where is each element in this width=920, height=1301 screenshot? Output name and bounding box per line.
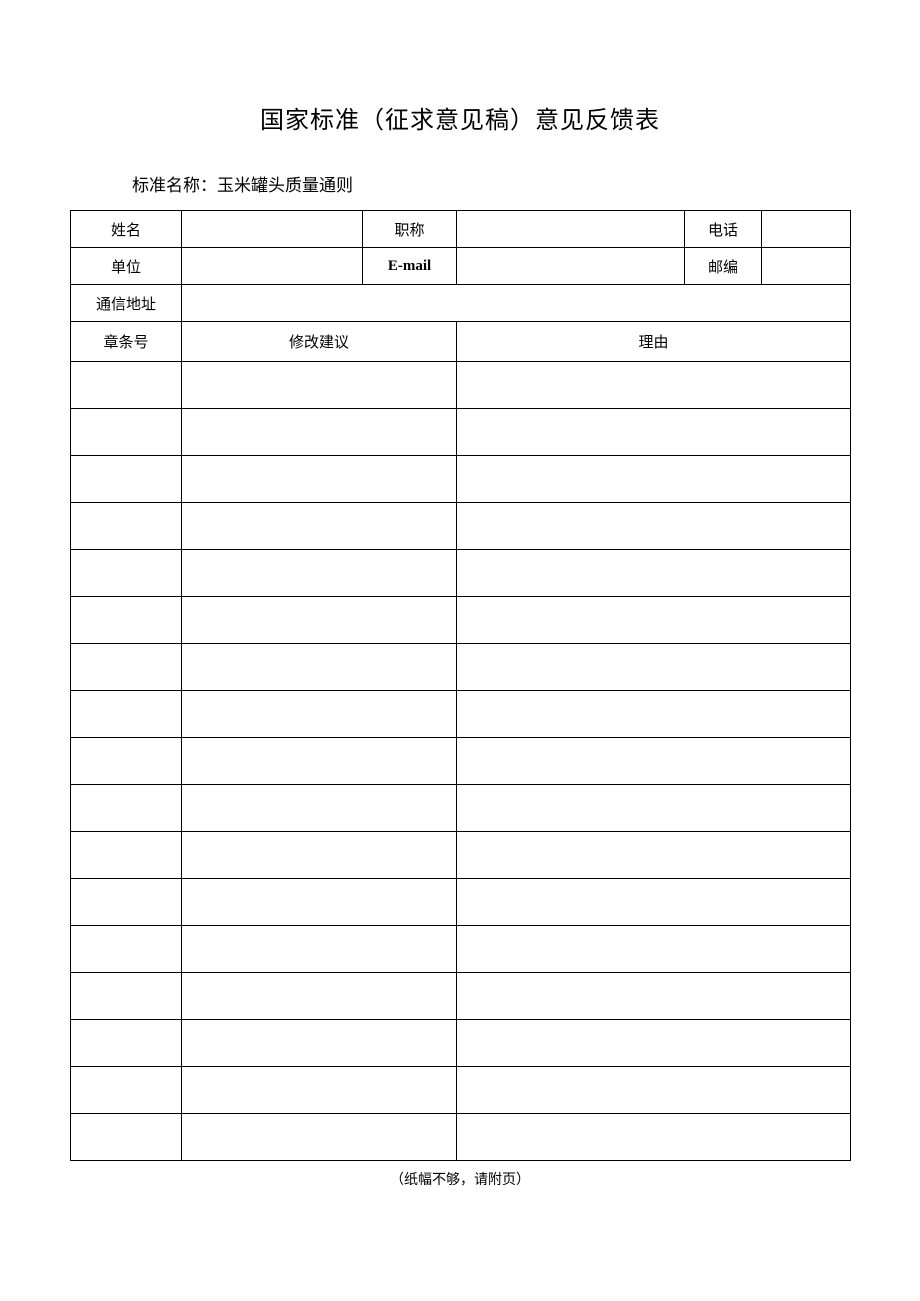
value-unit[interactable]: [182, 248, 363, 285]
table-row: [71, 1020, 851, 1067]
cell-suggestion[interactable]: [182, 1067, 457, 1114]
cell-suggestion[interactable]: [182, 362, 457, 409]
cell-reason[interactable]: [457, 503, 851, 550]
cell-suggestion[interactable]: [182, 1114, 457, 1161]
cell-reason[interactable]: [457, 1067, 851, 1114]
table-row: [71, 785, 851, 832]
cell-suggestion[interactable]: [182, 785, 457, 832]
table-row: [71, 691, 851, 738]
cell-reason[interactable]: [457, 1020, 851, 1067]
table-row: [71, 1067, 851, 1114]
col-header-suggestion: 修改建议: [182, 322, 457, 362]
cell-clause-no[interactable]: [71, 832, 182, 879]
table-row: [71, 926, 851, 973]
feedback-header-row: 章条号 修改建议 理由: [71, 322, 851, 362]
cell-clause-no[interactable]: [71, 362, 182, 409]
label-phone: 电话: [685, 211, 762, 248]
info-row-2: 单位 E-mail 邮编: [71, 248, 851, 285]
footer-note: （纸幅不够，请附页）: [70, 1169, 850, 1189]
cell-suggestion[interactable]: [182, 738, 457, 785]
table-row: [71, 362, 851, 409]
value-name[interactable]: [182, 211, 363, 248]
table-row: [71, 456, 851, 503]
cell-clause-no[interactable]: [71, 1020, 182, 1067]
label-postcode: 邮编: [685, 248, 762, 285]
cell-reason[interactable]: [457, 1114, 851, 1161]
cell-clause-no[interactable]: [71, 785, 182, 832]
cell-clause-no[interactable]: [71, 456, 182, 503]
cell-reason[interactable]: [457, 691, 851, 738]
table-row: [71, 550, 851, 597]
table-row: [71, 409, 851, 456]
cell-clause-no[interactable]: [71, 409, 182, 456]
cell-reason[interactable]: [457, 973, 851, 1020]
cell-clause-no[interactable]: [71, 738, 182, 785]
cell-clause-no[interactable]: [71, 879, 182, 926]
feedback-form-table: 姓名 职称 电话 单位 E-mail 邮编 通信地址 章条号 修改建议 理由: [70, 210, 851, 1161]
cell-suggestion[interactable]: [182, 973, 457, 1020]
standard-name-line: 标准名称：玉米罐头质量通则: [132, 171, 850, 196]
cell-suggestion[interactable]: [182, 456, 457, 503]
table-row: [71, 597, 851, 644]
label-email: E-mail: [363, 248, 457, 285]
info-row-1: 姓名 职称 电话: [71, 211, 851, 248]
table-row: [71, 503, 851, 550]
cell-suggestion[interactable]: [182, 879, 457, 926]
cell-reason[interactable]: [457, 597, 851, 644]
cell-suggestion[interactable]: [182, 550, 457, 597]
table-row: [71, 973, 851, 1020]
cell-reason[interactable]: [457, 456, 851, 503]
info-row-3: 通信地址: [71, 285, 851, 322]
cell-suggestion[interactable]: [182, 409, 457, 456]
value-title-pos[interactable]: [457, 211, 685, 248]
cell-reason[interactable]: [457, 550, 851, 597]
cell-clause-no[interactable]: [71, 550, 182, 597]
col-header-reason: 理由: [457, 322, 851, 362]
cell-reason[interactable]: [457, 409, 851, 456]
cell-reason[interactable]: [457, 738, 851, 785]
label-address: 通信地址: [71, 285, 182, 322]
cell-clause-no[interactable]: [71, 1067, 182, 1114]
value-phone[interactable]: [762, 211, 851, 248]
cell-suggestion[interactable]: [182, 691, 457, 738]
cell-reason[interactable]: [457, 644, 851, 691]
value-email[interactable]: [457, 248, 685, 285]
table-row: [71, 644, 851, 691]
cell-reason[interactable]: [457, 926, 851, 973]
standard-name-label: 标准名称：: [132, 176, 217, 195]
label-name: 姓名: [71, 211, 182, 248]
value-address[interactable]: [182, 285, 851, 322]
cell-reason[interactable]: [457, 785, 851, 832]
value-postcode[interactable]: [762, 248, 851, 285]
page-title: 国家标准（征求意见稿）意见反馈表: [70, 100, 850, 135]
table-row: [71, 738, 851, 785]
col-header-clause-no: 章条号: [71, 322, 182, 362]
cell-clause-no[interactable]: [71, 973, 182, 1020]
cell-clause-no[interactable]: [71, 503, 182, 550]
label-unit: 单位: [71, 248, 182, 285]
cell-suggestion[interactable]: [182, 644, 457, 691]
cell-reason[interactable]: [457, 879, 851, 926]
cell-clause-no[interactable]: [71, 691, 182, 738]
cell-suggestion[interactable]: [182, 926, 457, 973]
cell-clause-no[interactable]: [71, 1114, 182, 1161]
table-row: [71, 879, 851, 926]
cell-suggestion[interactable]: [182, 503, 457, 550]
cell-reason[interactable]: [457, 832, 851, 879]
cell-clause-no[interactable]: [71, 644, 182, 691]
label-title-pos: 职称: [363, 211, 457, 248]
cell-suggestion[interactable]: [182, 832, 457, 879]
cell-clause-no[interactable]: [71, 926, 182, 973]
cell-reason[interactable]: [457, 362, 851, 409]
cell-suggestion[interactable]: [182, 1020, 457, 1067]
table-row: [71, 1114, 851, 1161]
cell-suggestion[interactable]: [182, 597, 457, 644]
table-row: [71, 832, 851, 879]
standard-name-value: 玉米罐头质量通则: [217, 176, 353, 195]
cell-clause-no[interactable]: [71, 597, 182, 644]
